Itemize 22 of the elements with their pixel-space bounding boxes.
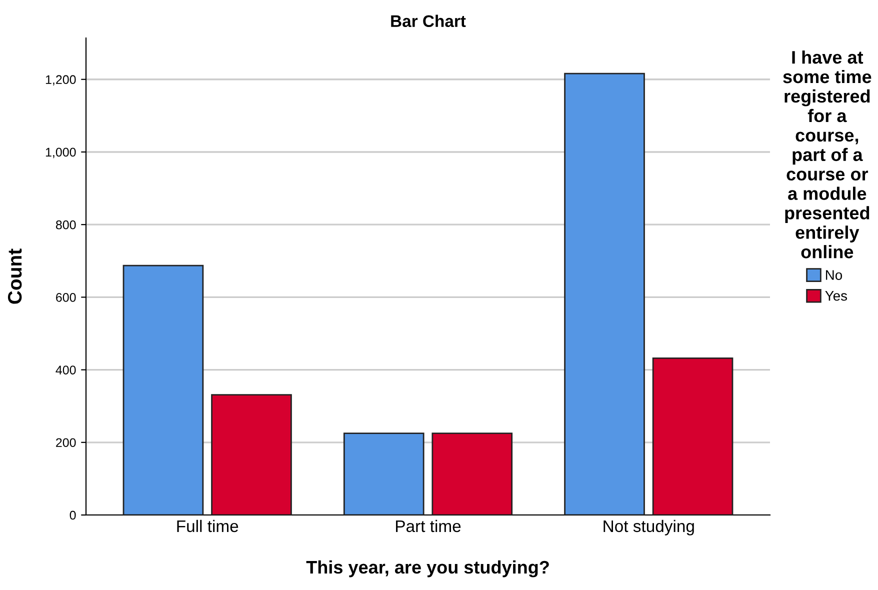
bar — [652, 357, 734, 515]
y-tick-label: 400 — [56, 366, 76, 374]
y-tick-label: 200 — [56, 438, 76, 448]
x-tick-label: Full time — [177, 520, 238, 532]
y-tick-label: 1,000 — [46, 148, 76, 158]
x-tick-label: Part time — [396, 520, 461, 532]
bar — [211, 394, 292, 515]
y-tick-label: 0 — [70, 510, 76, 520]
text: I have at some time registered for a course, part of a course or a module presented entirely online — [783, 50, 872, 258]
y-tick-label: 800 — [56, 220, 76, 230]
bar — [343, 432, 424, 515]
y-tick-label: 1,200 — [46, 75, 76, 86]
x-tick-label: Not studying — [604, 520, 694, 536]
y-tick-label: 600 — [56, 292, 76, 302]
legend-label: No — [826, 270, 842, 280]
chart-title: Bar Chart — [391, 14, 466, 28]
legend-label: Yes — [825, 291, 848, 301]
bar — [564, 72, 645, 515]
bar — [432, 432, 513, 515]
y-axis-title: Count — [8, 248, 22, 304]
bar — [122, 264, 204, 515]
x-axis-title: This year, are you studying? — [306, 560, 549, 578]
